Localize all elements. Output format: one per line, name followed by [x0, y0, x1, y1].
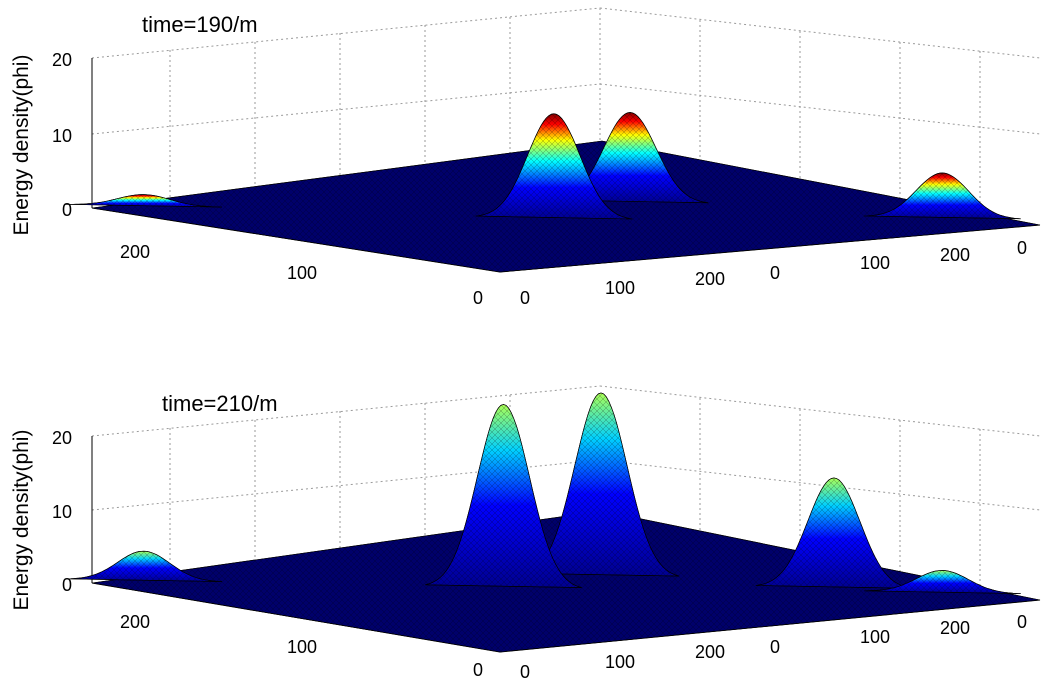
surface-plot	[65, 112, 1041, 273]
y-tick-label: 200	[120, 242, 150, 262]
y-tick-label: 0	[1017, 238, 1027, 258]
y-tick-label: 0	[473, 288, 483, 308]
y-tick-label: 200	[940, 245, 970, 265]
z-axis-label: Energy density(phi)	[10, 430, 33, 611]
y-tick-label: 100	[860, 627, 890, 647]
surface-peak-mesh	[65, 194, 223, 208]
surface-peak-mesh	[65, 550, 223, 582]
surface-peak-mesh	[864, 172, 1021, 220]
surface-peak-mesh	[755, 477, 913, 589]
z-tick-label: 10	[52, 126, 72, 146]
surface-plot	[65, 392, 1041, 653]
y-ticks-right: 0 100 200 0	[770, 238, 1027, 283]
x-tick-label: 0	[520, 288, 530, 308]
surface-peak-mesh	[864, 570, 1021, 594]
x-tick-label: 200	[695, 642, 725, 662]
y-tick-label: 100	[287, 263, 317, 283]
y-tick-label: 200	[940, 618, 970, 638]
y-tick-label: 200	[120, 612, 150, 632]
y-tick-label: 100	[860, 253, 890, 273]
y-ticks-left: 200 100 0	[120, 612, 483, 680]
x-ticks: 0 100 200	[520, 269, 725, 308]
x-tick-label: 200	[695, 269, 725, 289]
surface-peak-mesh	[425, 404, 582, 588]
y-tick-label: 0	[1017, 612, 1027, 632]
x-tick-label: 0	[520, 662, 530, 682]
z-ticks: 0 10 20	[52, 50, 72, 220]
y-ticks-right: 0 100 200 0	[770, 612, 1027, 657]
z-ticks: 0 10 20	[52, 428, 72, 595]
z-tick-label: 10	[52, 502, 72, 522]
z-tick-label: 0	[62, 200, 72, 220]
chart-title: time=210/m	[162, 391, 278, 416]
x-tick-label: 100	[605, 278, 635, 298]
y-tick-label: 100	[287, 637, 317, 657]
y-tick-label: 0	[473, 660, 483, 680]
panel-time-190: 0 10 20 Energy density(phi) time=190/m 2…	[10, 7, 1041, 308]
x-ticks: 0 100 200	[520, 642, 725, 682]
surface-peak-mesh	[475, 113, 633, 220]
y-tick-label: 0	[770, 263, 780, 283]
y-ticks-left: 200 100 0	[120, 242, 483, 308]
y-tick-label: 0	[770, 637, 780, 657]
z-tick-label: 20	[52, 50, 72, 70]
z-axis-label: Energy density(phi)	[10, 55, 33, 236]
z-tick-label: 0	[62, 575, 72, 595]
x-tick-label: 100	[605, 652, 635, 672]
z-tick-label: 20	[52, 428, 72, 448]
panel-time-210: 0 10 20 Energy density(phi) time=210/m 2…	[10, 385, 1041, 682]
chart-title: time=190/m	[142, 12, 258, 37]
